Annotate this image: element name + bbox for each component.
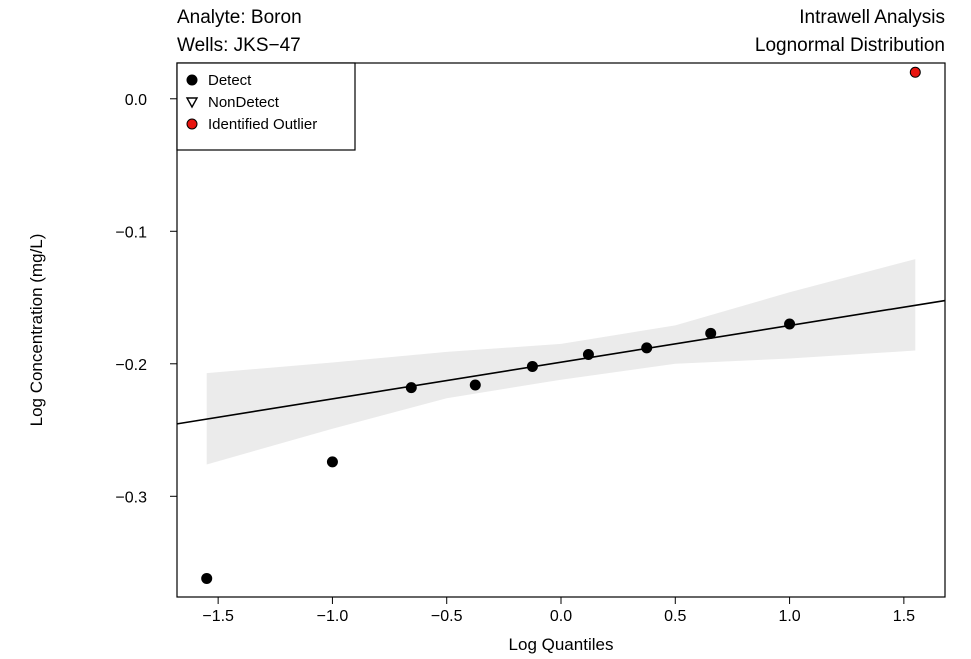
legend-box xyxy=(176,62,356,151)
legend-label: Identified Outlier xyxy=(208,116,317,133)
y-axis: −0.3 −0.2 −0.1 0.0 xyxy=(115,92,178,506)
detect-point xyxy=(469,379,481,391)
y-tick-label: −0.1 xyxy=(115,224,147,241)
x-axis: −1.5 −1.0 −0.5 0.0 0.5 1.0 1.5 xyxy=(202,596,915,625)
x-tick-label: 0.5 xyxy=(664,608,686,625)
detect-point xyxy=(784,318,796,330)
detect-point xyxy=(705,327,717,339)
distribution-label: Lognormal Distribution xyxy=(754,35,945,56)
legend-symbol xyxy=(186,74,198,86)
legend: Detect NonDetect Identified Outlier xyxy=(176,62,356,151)
y-axis-label: Log Concentration (mg/L) xyxy=(27,234,46,427)
x-tick-label: −1.0 xyxy=(317,608,349,625)
y-tick-label: 0.0 xyxy=(125,92,147,109)
legend-symbol xyxy=(186,118,198,130)
x-tick-label: 1.5 xyxy=(893,608,915,625)
detect-point xyxy=(405,382,417,394)
detect-point xyxy=(641,342,653,354)
x-tick-label: −0.5 xyxy=(431,608,463,625)
outlier-point xyxy=(909,66,921,78)
detect-point xyxy=(201,572,213,584)
x-tick-label: 0.0 xyxy=(550,608,572,625)
legend-label: Detect xyxy=(208,72,252,89)
legend-nondetect-symbol xyxy=(185,97,199,109)
data-points-layer xyxy=(201,66,921,584)
analyte-label: Analyte: Boron xyxy=(177,7,302,28)
x-tick-label: 1.0 xyxy=(778,608,800,625)
detect-point xyxy=(582,349,594,361)
fit-line-layer xyxy=(176,299,946,425)
detect-point xyxy=(526,360,538,372)
legend-label: NonDetect xyxy=(208,94,280,111)
analysis-type-label: Intrawell Analysis xyxy=(799,7,945,28)
wells-label: Wells: JKS−47 xyxy=(177,35,301,56)
x-tick-label: −1.5 xyxy=(202,608,234,625)
detect-point xyxy=(326,456,338,468)
fit-line xyxy=(176,299,946,425)
y-tick-label: −0.2 xyxy=(115,357,147,374)
y-tick-label: −0.3 xyxy=(115,489,147,506)
x-axis-label: Log Quantiles xyxy=(509,635,614,654)
